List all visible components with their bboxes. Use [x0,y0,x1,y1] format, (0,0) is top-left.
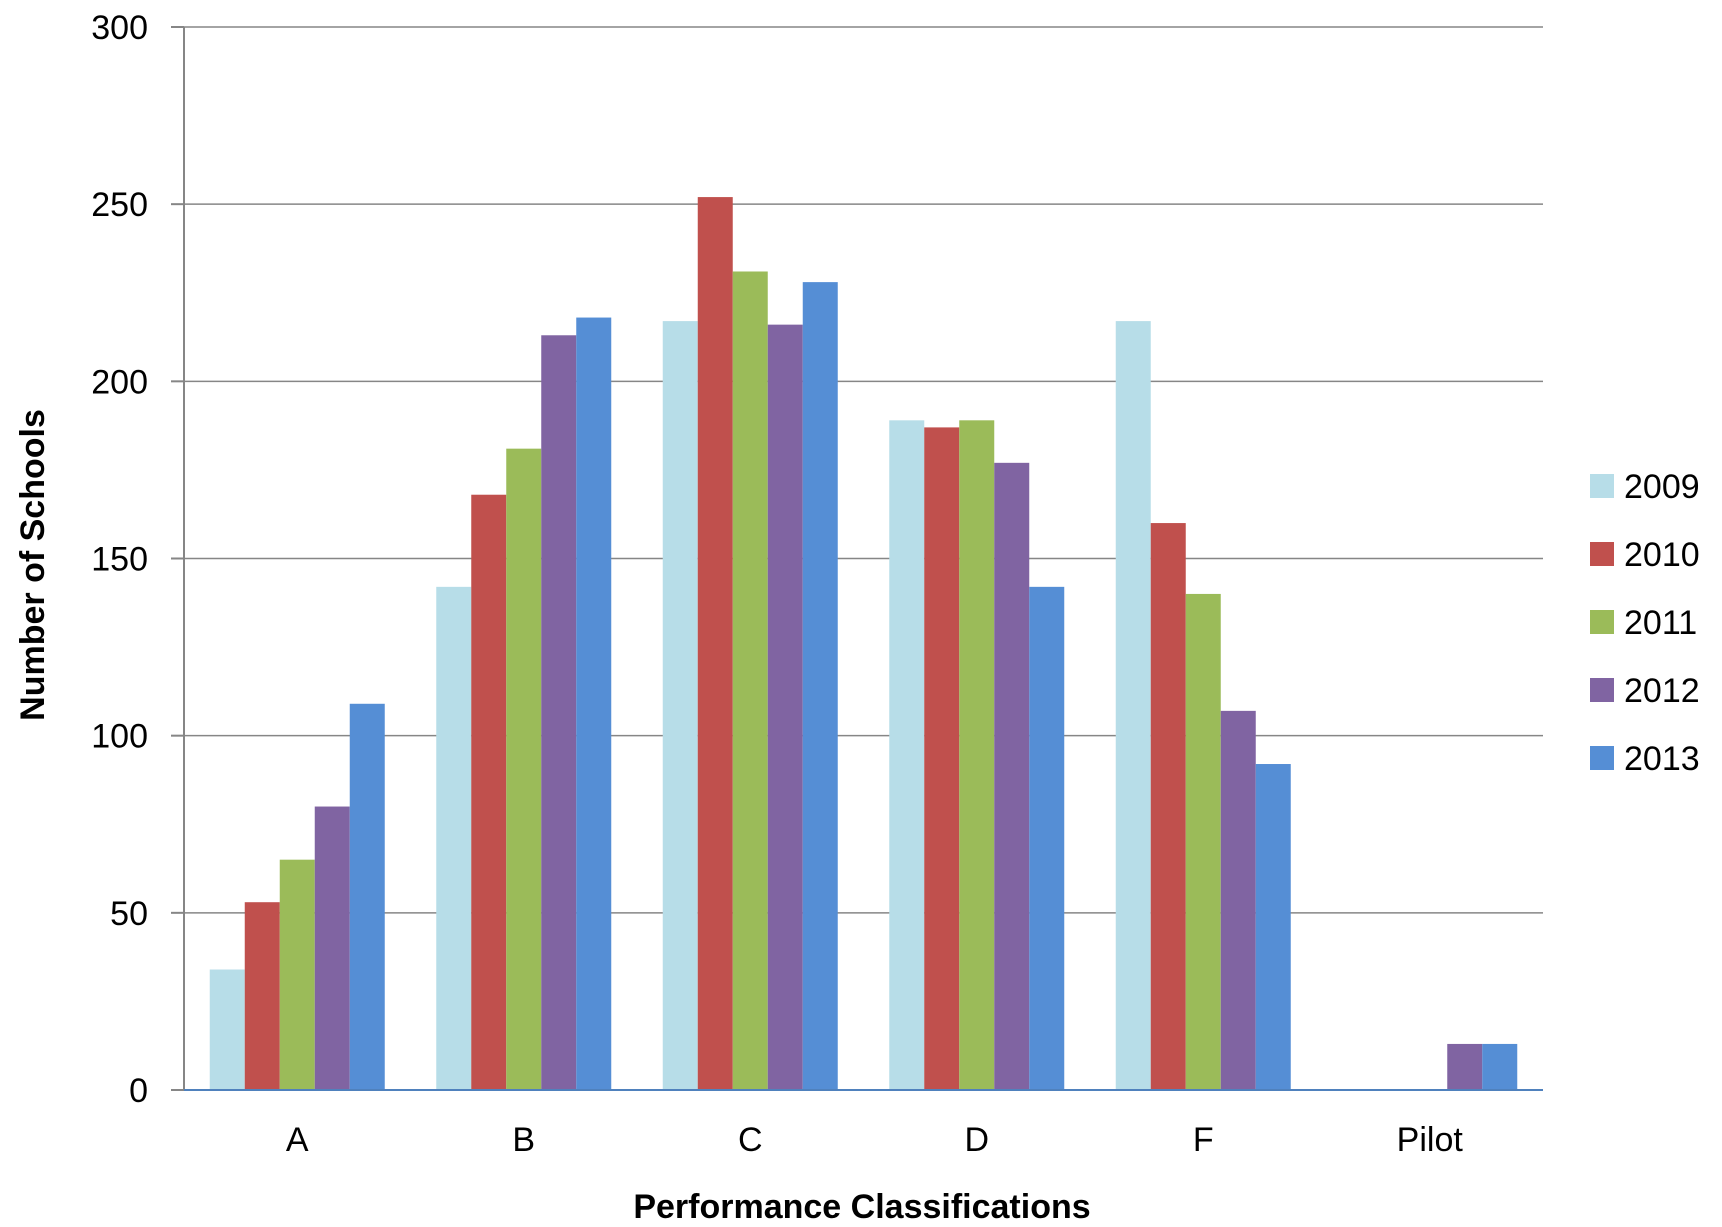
legend-swatch-2011 [1590,610,1614,634]
x-tick-labels: A B C D F Pilot [286,1121,1463,1159]
x-axis-title: Performance Classifications [633,1188,1090,1222]
legend-label-2012: 2012 [1624,672,1700,710]
bar-C-2010 [697,197,733,1090]
bar-A-2012 [314,806,350,1090]
gridlines [184,26,1543,914]
bar-F-2012 [1220,710,1256,1090]
bar-F-2013 [1255,764,1291,1090]
y-tick-label: 300 [91,9,148,47]
x-tick-label: B [512,1121,535,1159]
bar-F-2009 [1115,321,1151,1090]
legend-label-2009: 2009 [1624,468,1700,506]
legend-swatch-2012 [1590,678,1614,702]
x-tick-label: Pilot [1397,1121,1464,1159]
bar-Pilot-2012 [1447,1043,1483,1090]
y-axis-title: Number of Schools [14,409,52,721]
bar-C-2013 [802,282,838,1090]
bar-C-2012 [767,324,803,1090]
bar-C-2009 [662,321,698,1090]
bar-A-2011 [279,859,315,1090]
bars [209,197,1518,1091]
axes [171,26,1543,1091]
bar-B-2013 [576,317,612,1090]
bar-B-2010 [471,494,507,1091]
y-tick-label: 200 [91,363,148,401]
bar-D-2013 [1029,586,1065,1090]
legend-swatch-2009 [1590,474,1614,498]
bar-F-2010 [1150,523,1186,1090]
y-tick-label: 250 [91,186,148,224]
bar-D-2011 [959,420,995,1090]
x-tick-label: C [738,1121,763,1159]
legend-label-2010: 2010 [1624,536,1700,574]
legend-label-2013: 2013 [1624,740,1700,778]
legend-label-2011: 2011 [1624,604,1697,642]
y-tick-label: 100 [91,718,148,756]
bar-Pilot-2013 [1482,1043,1518,1090]
y-tick-label: 50 [110,895,148,933]
bar-B-2011 [506,448,542,1090]
y-tick-label: 150 [91,541,148,579]
bar-D-2012 [994,462,1030,1091]
x-tick-label: D [964,1121,989,1159]
bar-A-2013 [349,703,385,1090]
y-tick-labels: 0 50 100 150 200 250 300 [91,9,148,1110]
bar-D-2009 [889,420,925,1090]
bar-D-2010 [924,427,960,1090]
bar-F-2011 [1185,593,1221,1090]
legend-swatch-2013 [1590,746,1614,770]
y-tick-label: 0 [129,1072,148,1110]
legend: 2009 2010 2011 2012 2013 [1590,468,1700,778]
bar-A-2009 [209,969,245,1090]
x-tick-label: F [1193,1121,1214,1159]
bar-C-2011 [732,271,768,1090]
legend-swatch-2010 [1590,542,1614,566]
x-tick-label: A [286,1121,309,1159]
bar-B-2009 [436,586,472,1090]
bar-A-2010 [244,902,280,1090]
bar-B-2012 [541,335,577,1090]
